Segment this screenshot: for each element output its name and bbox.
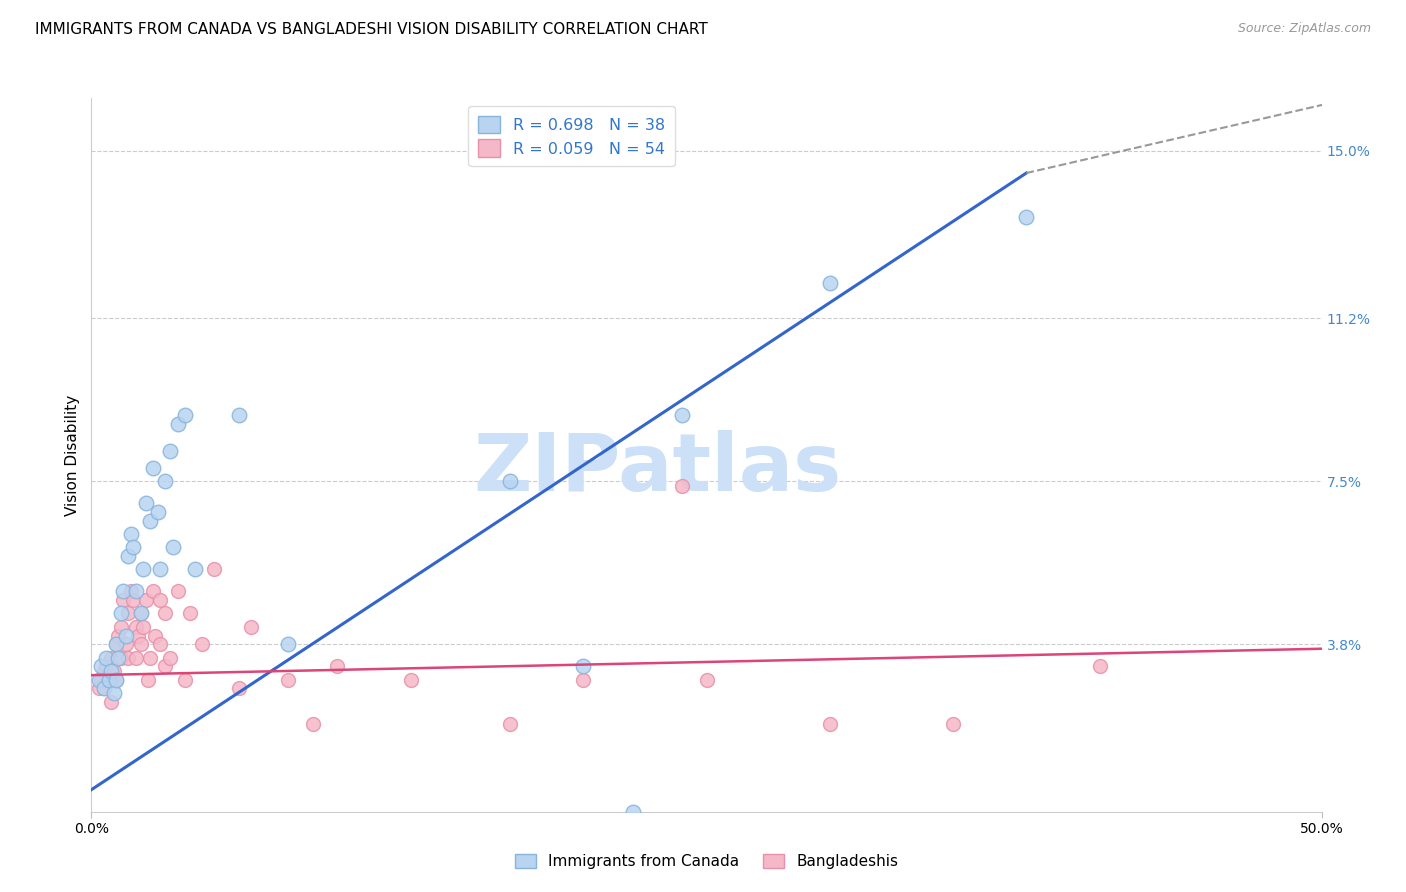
- Text: Source: ZipAtlas.com: Source: ZipAtlas.com: [1237, 22, 1371, 36]
- Point: [120, 527, 142, 541]
- Point: [90, 659, 112, 673]
- Point: [671, 479, 693, 493]
- Point: [107, 650, 129, 665]
- Point: [110, 650, 132, 665]
- Point: [105, 673, 127, 687]
- Point: [159, 443, 181, 458]
- Point: [112, 584, 135, 599]
- Point: [153, 475, 177, 489]
- Text: IMMIGRANTS FROM CANADA VS BANGLADESHI VISION DISABILITY CORRELATION CHART: IMMIGRANTS FROM CANADA VS BANGLADESHI VI…: [35, 22, 707, 37]
- Point: [96, 650, 117, 665]
- Point: [159, 650, 181, 665]
- Point: [135, 593, 156, 607]
- Point: [166, 417, 188, 431]
- Point: [941, 716, 963, 731]
- Point: [105, 637, 127, 651]
- Point: [153, 607, 177, 621]
- Point: [129, 607, 152, 621]
- Point: [146, 505, 169, 519]
- Point: [399, 673, 422, 687]
- Point: [132, 620, 155, 634]
- Point: [166, 584, 188, 599]
- Point: [110, 607, 132, 621]
- Point: [142, 461, 165, 475]
- Point: [301, 716, 323, 731]
- Point: [191, 637, 214, 651]
- Point: [112, 593, 135, 607]
- Point: [498, 716, 520, 731]
- Point: [179, 607, 201, 621]
- Point: [122, 541, 145, 555]
- Point: [139, 514, 162, 528]
- Point: [93, 664, 115, 678]
- Point: [93, 681, 115, 696]
- Point: [96, 659, 117, 673]
- Point: [240, 620, 263, 634]
- Point: [139, 650, 162, 665]
- Point: [117, 549, 139, 564]
- Y-axis label: Vision Disability: Vision Disability: [65, 394, 80, 516]
- Point: [326, 659, 349, 673]
- Point: [105, 673, 127, 687]
- Point: [695, 673, 717, 687]
- Point: [103, 664, 125, 678]
- Point: [117, 607, 139, 621]
- Point: [127, 628, 149, 642]
- Point: [100, 650, 122, 665]
- Point: [1015, 210, 1038, 224]
- Point: [228, 409, 250, 423]
- Point: [132, 562, 155, 576]
- Text: ZIPatlas: ZIPatlas: [474, 430, 841, 508]
- Point: [93, 681, 115, 696]
- Point: [135, 496, 156, 510]
- Point: [103, 686, 125, 700]
- Point: [87, 673, 110, 687]
- Point: [100, 664, 122, 678]
- Point: [277, 673, 299, 687]
- Point: [124, 584, 146, 599]
- Point: [1088, 659, 1111, 673]
- Point: [671, 409, 693, 423]
- Point: [124, 650, 146, 665]
- Point: [202, 562, 225, 576]
- Point: [572, 659, 595, 673]
- Point: [153, 659, 177, 673]
- Point: [228, 681, 250, 696]
- Point: [100, 695, 122, 709]
- Point: [818, 716, 841, 731]
- Point: [114, 637, 138, 651]
- Point: [110, 620, 132, 634]
- Point: [136, 673, 159, 687]
- Point: [145, 628, 166, 642]
- Point: [572, 673, 595, 687]
- Point: [97, 673, 120, 687]
- Point: [124, 620, 146, 634]
- Point: [149, 593, 172, 607]
- Point: [97, 673, 120, 687]
- Point: [107, 628, 129, 642]
- Point: [174, 673, 197, 687]
- Point: [818, 276, 841, 290]
- Point: [174, 409, 197, 423]
- Legend: Immigrants from Canada, Bangladeshis: Immigrants from Canada, Bangladeshis: [509, 847, 904, 875]
- Point: [129, 607, 152, 621]
- Point: [183, 562, 207, 576]
- Point: [90, 673, 112, 687]
- Point: [117, 650, 139, 665]
- Point: [162, 541, 184, 555]
- Point: [105, 637, 127, 651]
- Point: [142, 584, 165, 599]
- Point: [498, 475, 520, 489]
- Point: [87, 681, 110, 696]
- Point: [277, 637, 299, 651]
- Point: [149, 637, 172, 651]
- Point: [149, 562, 172, 576]
- Point: [120, 584, 142, 599]
- Point: [129, 637, 152, 651]
- Point: [122, 593, 145, 607]
- Point: [114, 628, 138, 642]
- Point: [621, 805, 644, 819]
